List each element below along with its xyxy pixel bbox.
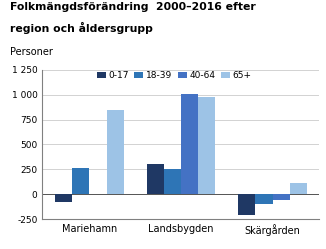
Bar	[198, 97, 215, 194]
Text: Folkmängdsförändring  2000–2016 efter: Folkmängdsförändring 2000–2016 efter	[10, 2, 256, 12]
Bar	[290, 183, 307, 194]
Bar	[164, 169, 181, 194]
Bar	[273, 194, 290, 200]
Text: region och åldersgrupp: region och åldersgrupp	[10, 22, 153, 35]
Bar	[72, 168, 89, 194]
Bar	[147, 164, 164, 194]
Bar	[55, 194, 72, 202]
Bar	[238, 194, 255, 215]
Legend: 0-17, 18-39, 40-64, 65+: 0-17, 18-39, 40-64, 65+	[97, 71, 252, 80]
Bar	[255, 194, 273, 204]
Bar	[181, 94, 198, 194]
Text: Personer: Personer	[10, 47, 53, 57]
Bar	[107, 110, 124, 194]
